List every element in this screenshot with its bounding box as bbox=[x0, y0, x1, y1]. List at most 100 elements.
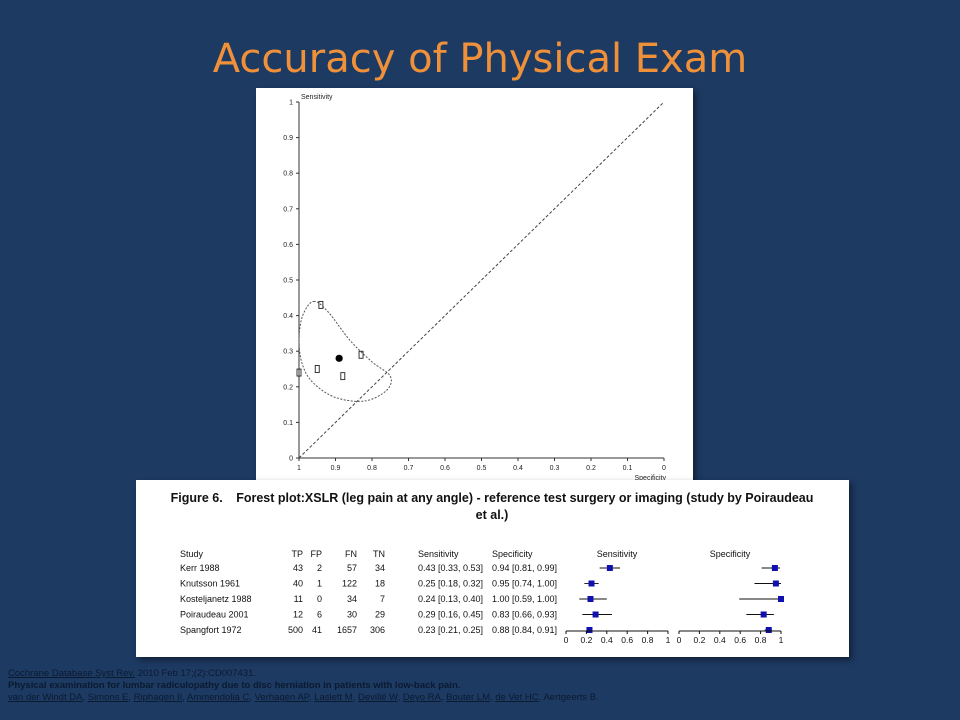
specificity-axis-tick-label: 0.4 bbox=[714, 635, 726, 645]
specificity-axis-tick-label: 0.2 bbox=[693, 635, 705, 645]
y-tick-label: 0.7 bbox=[283, 206, 293, 213]
article-title: Physical examination for lumbar radiculo… bbox=[8, 680, 461, 691]
row-study: Spangfort 1972 bbox=[180, 625, 242, 635]
y-tick-label: 0.2 bbox=[283, 384, 293, 391]
y-axis-label: Sensitivity bbox=[301, 94, 333, 101]
row-tp: 43 bbox=[293, 563, 303, 573]
header-specificity: Specificity bbox=[492, 549, 533, 559]
summary-point bbox=[335, 354, 343, 362]
header-specificity-plot: Specificity bbox=[710, 549, 751, 559]
author-separator: , bbox=[82, 692, 88, 703]
row-tp: 40 bbox=[293, 579, 303, 589]
author-link[interactable]: Verhagen AP bbox=[254, 692, 309, 703]
row-fp: 6 bbox=[317, 610, 322, 620]
figure-label: Figure 6. bbox=[170, 491, 223, 505]
specificity-axis-tick-label: 0.6 bbox=[734, 635, 746, 645]
author-link[interactable]: Devillé W bbox=[357, 692, 398, 703]
sensitivity-axis-tick-label: 0 bbox=[564, 635, 569, 645]
row-specificity: 0.83 [0.66, 0.93] bbox=[492, 610, 557, 620]
row-fp: 41 bbox=[312, 625, 322, 635]
sensitivity-axis-tick-label: 0.4 bbox=[601, 635, 613, 645]
y-tick-label: 0.5 bbox=[283, 278, 293, 285]
header-tn: TN bbox=[373, 549, 385, 559]
row-fp: 0 bbox=[317, 594, 322, 604]
author-link[interactable]: Deyo RA bbox=[402, 692, 441, 703]
specificity-estimate bbox=[771, 565, 778, 571]
confidence-region bbox=[298, 300, 392, 402]
row-sensitivity: 0.43 [0.33, 0.53] bbox=[418, 563, 483, 573]
x-axis-label: Specificity bbox=[634, 475, 666, 482]
author-separator: , bbox=[440, 692, 447, 703]
specificity-axis-tick-label: 0.8 bbox=[755, 635, 767, 645]
sroc-plot-panel: 0 0.1 0.2 0.3 0.4 0.5 0.6 0.7 0.8 0.9 1 1 0.9 0.8 0.7 0… bbox=[256, 88, 693, 486]
forest-plot: Study TP FP FN TN Sensitivity Specificity Sensi… bbox=[180, 549, 784, 645]
author-separator: , bbox=[397, 692, 403, 703]
sensitivity-estimate bbox=[587, 596, 594, 602]
author-link[interactable]: Simons E bbox=[87, 692, 129, 703]
row-tn: 18 bbox=[375, 579, 385, 589]
study-point bbox=[318, 300, 324, 309]
author-separator: , bbox=[182, 692, 188, 703]
study-point bbox=[314, 365, 320, 373]
row-sensitivity: 0.23 [0.21, 0.25] bbox=[418, 625, 483, 635]
row-sensitivity: 0.24 [0.13, 0.40] bbox=[418, 594, 483, 604]
specificity-estimate bbox=[772, 580, 779, 587]
caption-line-1: Forest plot:XSLR (leg pain at any angle)… bbox=[236, 491, 814, 505]
row-study: Poiraudeau 2001 bbox=[180, 610, 249, 620]
specificity-estimate bbox=[765, 627, 772, 633]
x-tick-label: 0.5 bbox=[477, 465, 487, 472]
y-tick-label: 0.3 bbox=[283, 349, 293, 356]
sensitivity-axis-tick-label: 0.6 bbox=[621, 635, 633, 645]
row-fn: 1657 bbox=[337, 625, 357, 635]
study-point bbox=[296, 368, 302, 377]
header-sensitivity-plot: Sensitivity bbox=[597, 549, 638, 559]
y-tick-label: 0 bbox=[289, 456, 293, 463]
row-specificity: 1.00 [0.59, 1.00] bbox=[492, 594, 557, 604]
author-link[interactable]: Laslett M bbox=[314, 692, 353, 703]
row-study: Kerr 1988 bbox=[180, 563, 220, 573]
row-fp: 1 bbox=[317, 579, 322, 589]
sensitivity-axis-tick-label: 0.8 bbox=[642, 635, 654, 645]
sensitivity-estimate bbox=[592, 611, 599, 618]
row-tp: 11 bbox=[294, 594, 303, 604]
row-tp: 500 bbox=[288, 625, 303, 635]
specificity-estimate bbox=[760, 611, 767, 618]
x-tick-label: 0.6 bbox=[440, 465, 450, 472]
author-list: van der Windt DA, Simons E, Riphagen II,… bbox=[8, 692, 948, 704]
row-fn: 30 bbox=[347, 610, 357, 620]
specificity-axis-tick-label: 0 bbox=[677, 635, 682, 645]
sensitivity-estimate bbox=[588, 580, 595, 587]
author-link[interactable]: de Vet HC bbox=[495, 692, 539, 703]
y-tick-label: 0.4 bbox=[283, 313, 293, 320]
x-tick-label: 0.7 bbox=[404, 465, 414, 472]
study-point bbox=[358, 350, 364, 359]
row-tn: 29 bbox=[375, 610, 385, 620]
journal-link[interactable]: Cochrane Database Syst Rev. bbox=[8, 668, 136, 679]
study-point bbox=[340, 372, 346, 381]
author-link[interactable]: van der Windt DA bbox=[8, 692, 83, 703]
header-tp: TP bbox=[291, 549, 303, 559]
x-tick-label: 0.2 bbox=[586, 465, 596, 472]
sroc-plot: 0 0.1 0.2 0.3 0.4 0.5 0.6 0.7 0.8 0.9 1 1 0.9 0.8 0.7 0… bbox=[283, 94, 666, 482]
y-tick-label: 0.6 bbox=[283, 242, 293, 249]
row-sensitivity: 0.29 [0.16, 0.45] bbox=[418, 610, 483, 620]
row-fn: 34 bbox=[347, 594, 357, 604]
author-separator: , bbox=[308, 692, 315, 703]
author-link[interactable]: Riphagen II bbox=[133, 692, 183, 703]
author-separator: , bbox=[249, 692, 255, 703]
specificity-estimate bbox=[778, 596, 784, 602]
row-fn: 122 bbox=[342, 579, 357, 589]
forest-plot-panel: Figure 6. Forest plot:XSLR (leg pain at … bbox=[136, 480, 849, 657]
sensitivity-estimate bbox=[606, 565, 613, 571]
row-tn: 306 bbox=[370, 625, 385, 635]
x-tick-label: 0.4 bbox=[513, 465, 523, 472]
author-link[interactable]: Bouter LM bbox=[446, 692, 490, 703]
author-separator: , bbox=[128, 692, 134, 703]
row-fp: 2 bbox=[317, 563, 322, 573]
row-specificity: 0.95 [0.74, 1.00] bbox=[492, 579, 557, 589]
row-study: Kosteljanetz 1988 bbox=[180, 594, 252, 604]
author-link[interactable]: Ammendolia C bbox=[187, 692, 250, 703]
citation: Cochrane Database Syst Rev. 2010 Feb 17;… bbox=[8, 668, 948, 704]
chance-diagonal bbox=[298, 101, 665, 459]
header-fp: FP bbox=[310, 549, 322, 559]
